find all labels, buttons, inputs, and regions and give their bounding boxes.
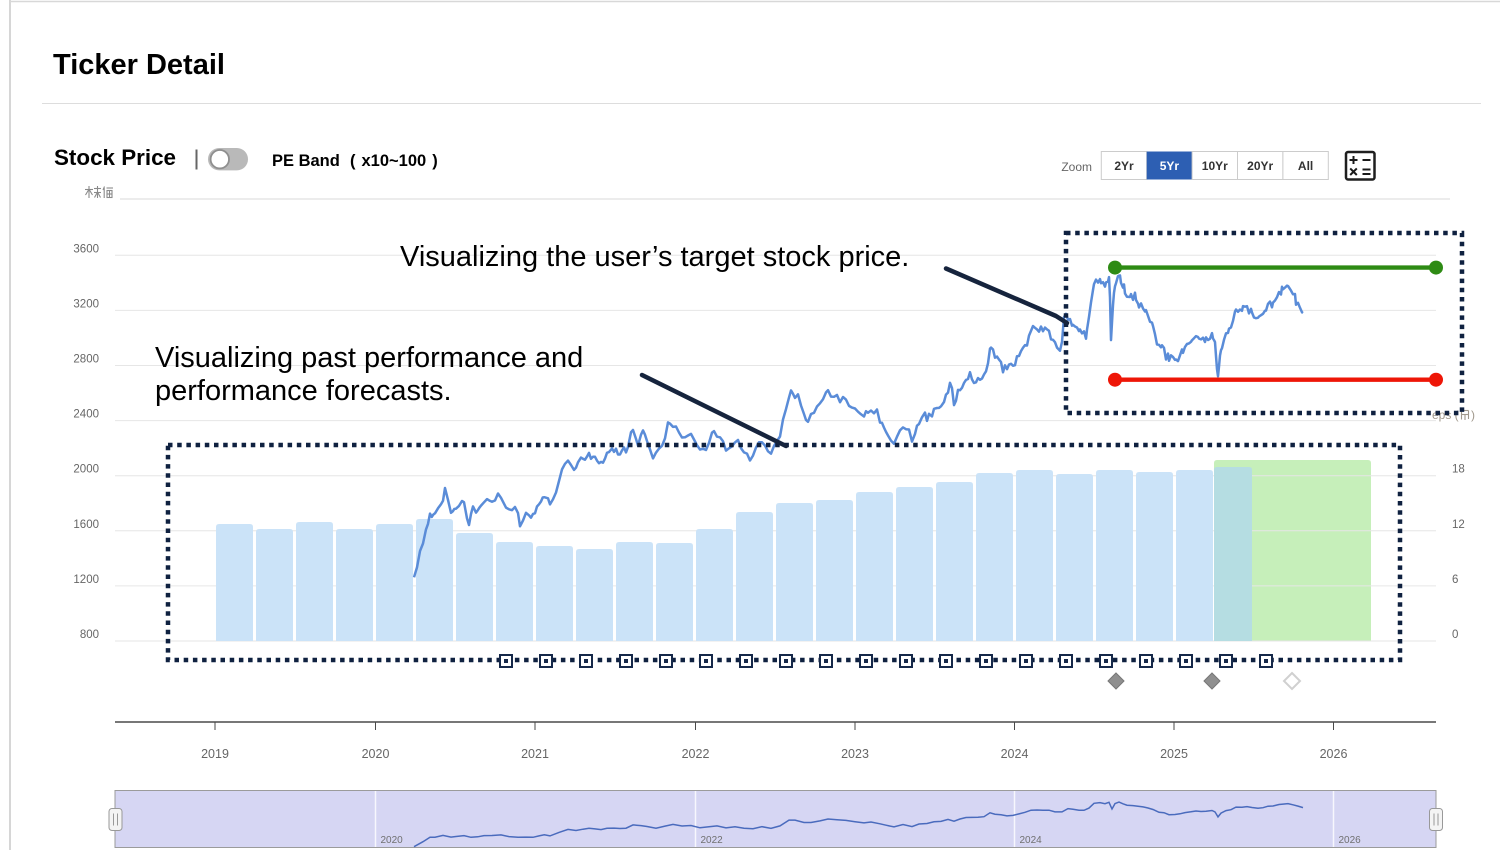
- svg-text:800: 800: [80, 629, 99, 641]
- svg-text:): ): [1471, 408, 1475, 422]
- svg-text:2000: 2000: [73, 464, 99, 476]
- svg-text:All: All: [1298, 159, 1313, 173]
- svg-text:1600: 1600: [73, 519, 99, 531]
- svg-text:2024: 2024: [1001, 747, 1029, 761]
- svg-text:2025: 2025: [1160, 747, 1188, 761]
- svg-text:Visualizing the user’s target: Visualizing the user’s target stock pric…: [400, 241, 909, 273]
- svg-text:Ticker Detail: Ticker Detail: [53, 49, 225, 81]
- svg-text:1200: 1200: [73, 574, 99, 586]
- svg-text:Zoom: Zoom: [1061, 160, 1092, 174]
- svg-text:10Yr: 10Yr: [1202, 159, 1228, 173]
- svg-text:3200: 3200: [73, 298, 99, 310]
- svg-text:2020: 2020: [362, 747, 390, 761]
- svg-text:performance forecasts.: performance forecasts.: [155, 375, 452, 407]
- svg-text:5Yr: 5Yr: [1160, 159, 1180, 173]
- svg-text:2026: 2026: [1339, 835, 1362, 846]
- svg-text:(x10~100): (x10~100): [350, 152, 438, 170]
- svg-text:0: 0: [1452, 629, 1458, 641]
- svg-text:2021: 2021: [521, 747, 549, 761]
- svg-text:12: 12: [1452, 519, 1465, 531]
- svg-text:2800: 2800: [73, 354, 99, 366]
- svg-text:20Yr: 20Yr: [1247, 159, 1273, 173]
- svg-text:2024: 2024: [1020, 835, 1043, 846]
- svg-text:6: 6: [1452, 574, 1458, 586]
- svg-text:2Yr: 2Yr: [1114, 159, 1134, 173]
- svg-text:2023: 2023: [841, 747, 869, 761]
- svg-text:2022: 2022: [682, 747, 710, 761]
- svg-text:2026: 2026: [1320, 747, 1348, 761]
- svg-text:PE Band: PE Band: [272, 152, 340, 170]
- svg-text:18: 18: [1452, 464, 1465, 476]
- svg-text:2022: 2022: [701, 835, 724, 846]
- svg-text:2019: 2019: [201, 747, 229, 761]
- svg-text:Visualizing past performance a: Visualizing past performance and: [155, 342, 583, 374]
- svg-text:2020: 2020: [381, 835, 404, 846]
- svg-text:2400: 2400: [73, 409, 99, 421]
- svg-text:3600: 3600: [73, 243, 99, 255]
- svg-text:Stock Price: Stock Price: [54, 145, 176, 170]
